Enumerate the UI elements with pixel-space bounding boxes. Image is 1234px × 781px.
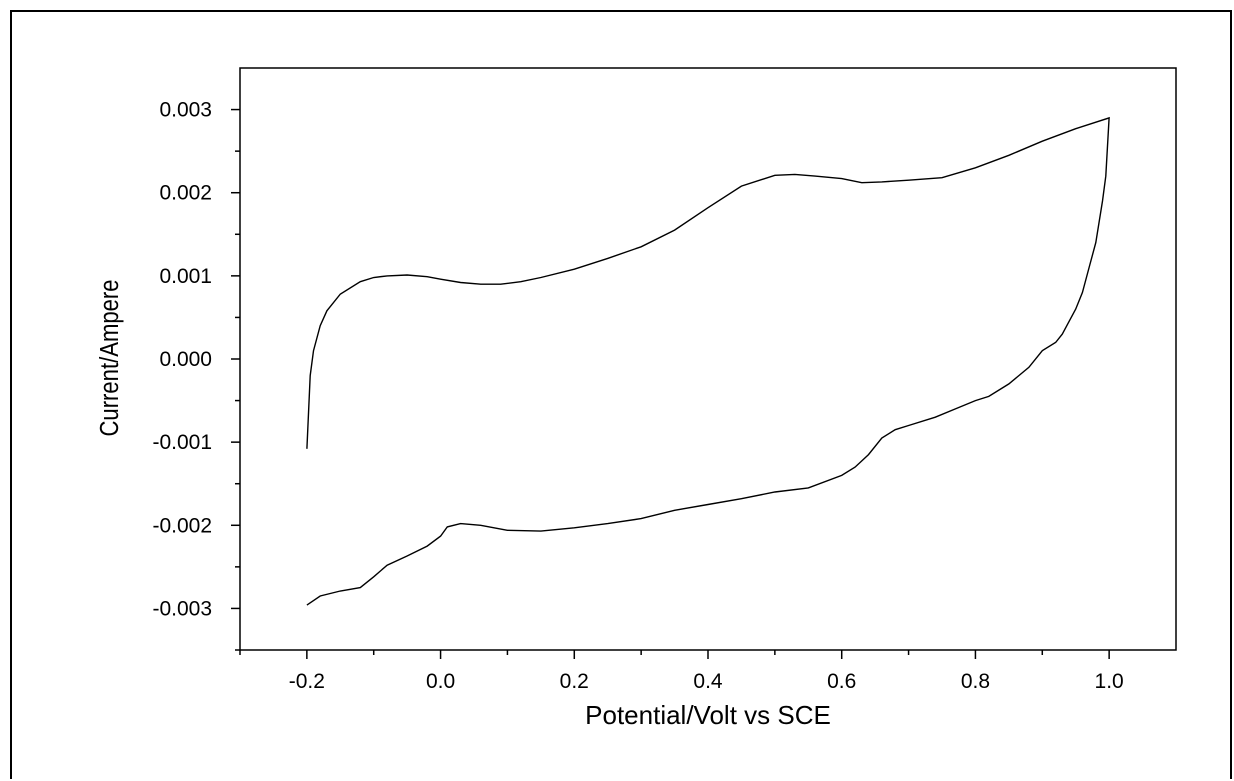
y-tick-label: 0.000 bbox=[159, 348, 212, 371]
x-tick-label: 0.2 bbox=[560, 670, 589, 693]
chart-frame bbox=[10, 10, 1232, 779]
x-tick-label: 0.8 bbox=[961, 670, 990, 693]
x-tick-label: -0.2 bbox=[289, 670, 325, 693]
y-tick-label: -0.002 bbox=[152, 514, 212, 537]
y-tick-label: -0.001 bbox=[152, 431, 212, 454]
y-tick-label: 0.003 bbox=[159, 99, 212, 122]
y-axis-title: Current/Ampere bbox=[95, 279, 124, 436]
y-tick-label: 0.002 bbox=[159, 182, 212, 205]
x-axis-title: Potential/Volt vs SCE bbox=[585, 700, 831, 730]
x-tick-label: 0.0 bbox=[426, 670, 455, 693]
x-tick-label: 0.6 bbox=[827, 670, 856, 693]
axis-ticks bbox=[231, 108, 1110, 659]
y-tick-label: 0.001 bbox=[159, 265, 212, 288]
series-line bbox=[306, 116, 1110, 606]
x-tick-label: 1.0 bbox=[1095, 670, 1124, 693]
tick-labels: -0.2 0.0 0.2 0.4 0.6 0.8 1.0 0.003 0.002 0.001 0.0… bbox=[152, 99, 1123, 693]
y-tick-label: -0.003 bbox=[152, 597, 212, 620]
x-tick-label: 0.4 bbox=[693, 670, 723, 693]
